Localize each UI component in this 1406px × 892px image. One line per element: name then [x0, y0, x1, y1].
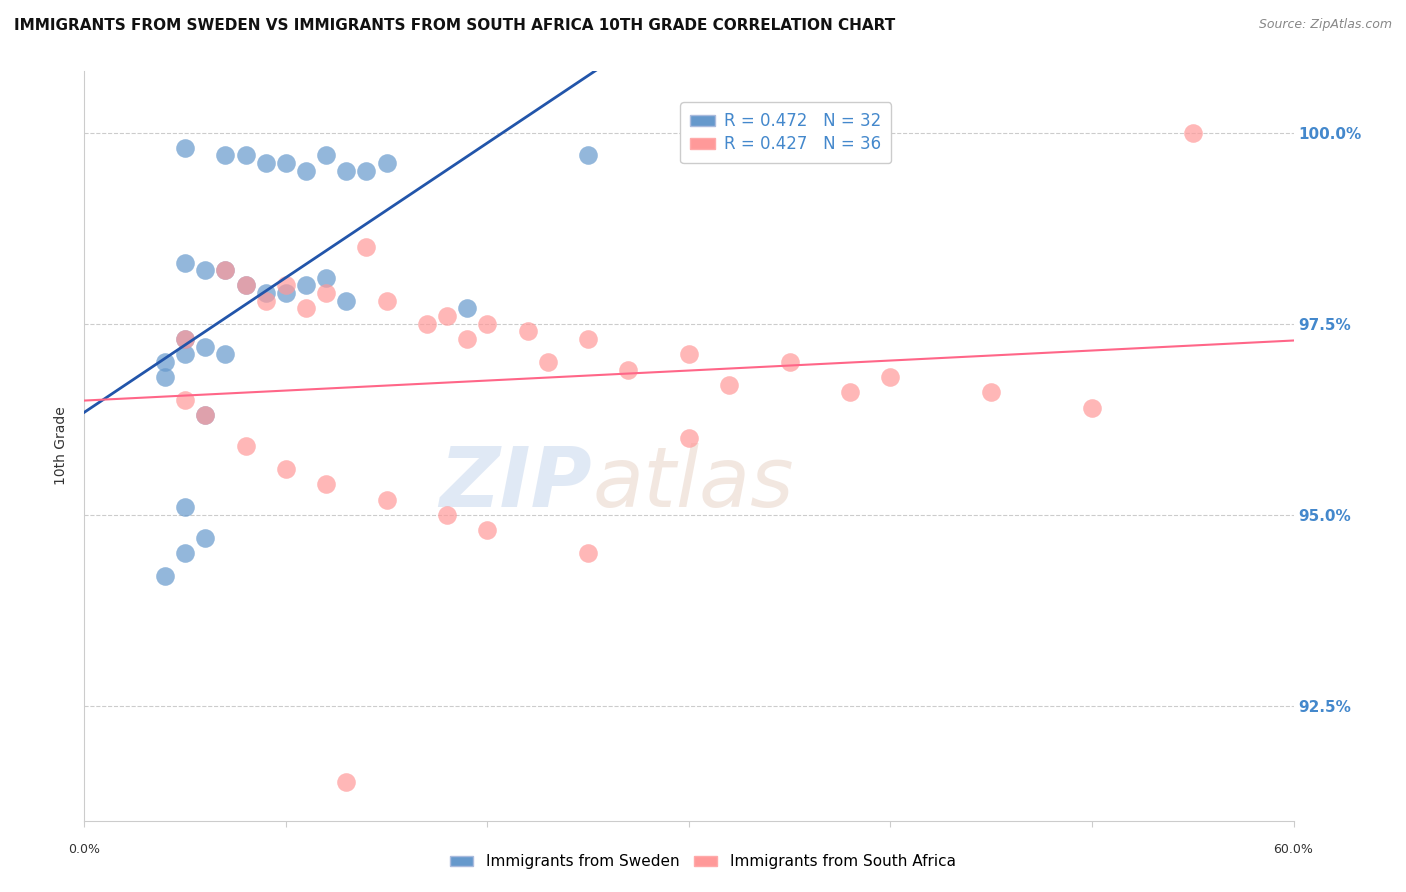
Point — [436, 309, 458, 323]
Point — [839, 385, 862, 400]
Point — [295, 301, 318, 316]
Point — [416, 317, 439, 331]
Point — [315, 286, 337, 301]
Point — [194, 409, 217, 423]
Point — [456, 332, 478, 346]
Point — [779, 355, 801, 369]
Point — [1181, 126, 1204, 140]
Text: 0.0%: 0.0% — [69, 843, 100, 856]
Point — [335, 775, 357, 789]
Point — [254, 156, 277, 170]
Text: atlas: atlas — [592, 443, 794, 524]
Point — [194, 263, 217, 277]
Point — [315, 477, 337, 491]
Point — [274, 156, 297, 170]
Point — [194, 340, 217, 354]
Point — [516, 324, 538, 338]
Point — [174, 332, 197, 346]
Point — [879, 370, 901, 384]
Point — [153, 569, 176, 583]
Point — [274, 278, 297, 293]
Point — [375, 293, 398, 308]
Text: Source: ZipAtlas.com: Source: ZipAtlas.com — [1258, 18, 1392, 31]
Text: IMMIGRANTS FROM SWEDEN VS IMMIGRANTS FROM SOUTH AFRICA 10TH GRADE CORRELATION CH: IMMIGRANTS FROM SWEDEN VS IMMIGRANTS FRO… — [14, 18, 896, 33]
Point — [375, 156, 398, 170]
Point — [315, 148, 337, 162]
Point — [356, 163, 378, 178]
Point — [315, 270, 337, 285]
Point — [436, 508, 458, 522]
Point — [235, 278, 257, 293]
Point — [477, 317, 499, 331]
Point — [356, 240, 378, 254]
Point — [576, 546, 599, 560]
Point — [214, 347, 236, 361]
Point — [194, 531, 217, 545]
Point — [254, 293, 277, 308]
Point — [235, 439, 257, 453]
Point — [617, 362, 640, 376]
Point — [174, 393, 197, 408]
Point — [235, 278, 257, 293]
Y-axis label: 10th Grade: 10th Grade — [55, 407, 69, 485]
Point — [274, 286, 297, 301]
Point — [214, 263, 236, 277]
Point — [980, 385, 1002, 400]
Point — [174, 546, 197, 560]
Legend: R = 0.472   N = 32, R = 0.427   N = 36: R = 0.472 N = 32, R = 0.427 N = 36 — [681, 103, 891, 163]
Point — [153, 355, 176, 369]
Text: ZIP: ZIP — [440, 443, 592, 524]
Text: 60.0%: 60.0% — [1274, 843, 1313, 856]
Point — [375, 492, 398, 507]
Point — [678, 347, 700, 361]
Point — [235, 148, 257, 162]
Point — [174, 500, 197, 515]
Point — [274, 462, 297, 476]
Point — [194, 409, 217, 423]
Point — [537, 355, 560, 369]
Point — [576, 148, 599, 162]
Point — [477, 523, 499, 537]
Point — [335, 163, 357, 178]
Point — [678, 431, 700, 445]
Point — [174, 141, 197, 155]
Point — [254, 286, 277, 301]
Point — [214, 148, 236, 162]
Point — [214, 263, 236, 277]
Point — [576, 332, 599, 346]
Point — [335, 293, 357, 308]
Point — [174, 347, 197, 361]
Point — [718, 377, 741, 392]
Point — [1081, 401, 1104, 415]
Point — [295, 278, 318, 293]
Point — [174, 332, 197, 346]
Point — [295, 163, 318, 178]
Point — [153, 370, 176, 384]
Point — [456, 301, 478, 316]
Legend: Immigrants from Sweden, Immigrants from South Africa: Immigrants from Sweden, Immigrants from … — [444, 848, 962, 875]
Point — [174, 255, 197, 269]
